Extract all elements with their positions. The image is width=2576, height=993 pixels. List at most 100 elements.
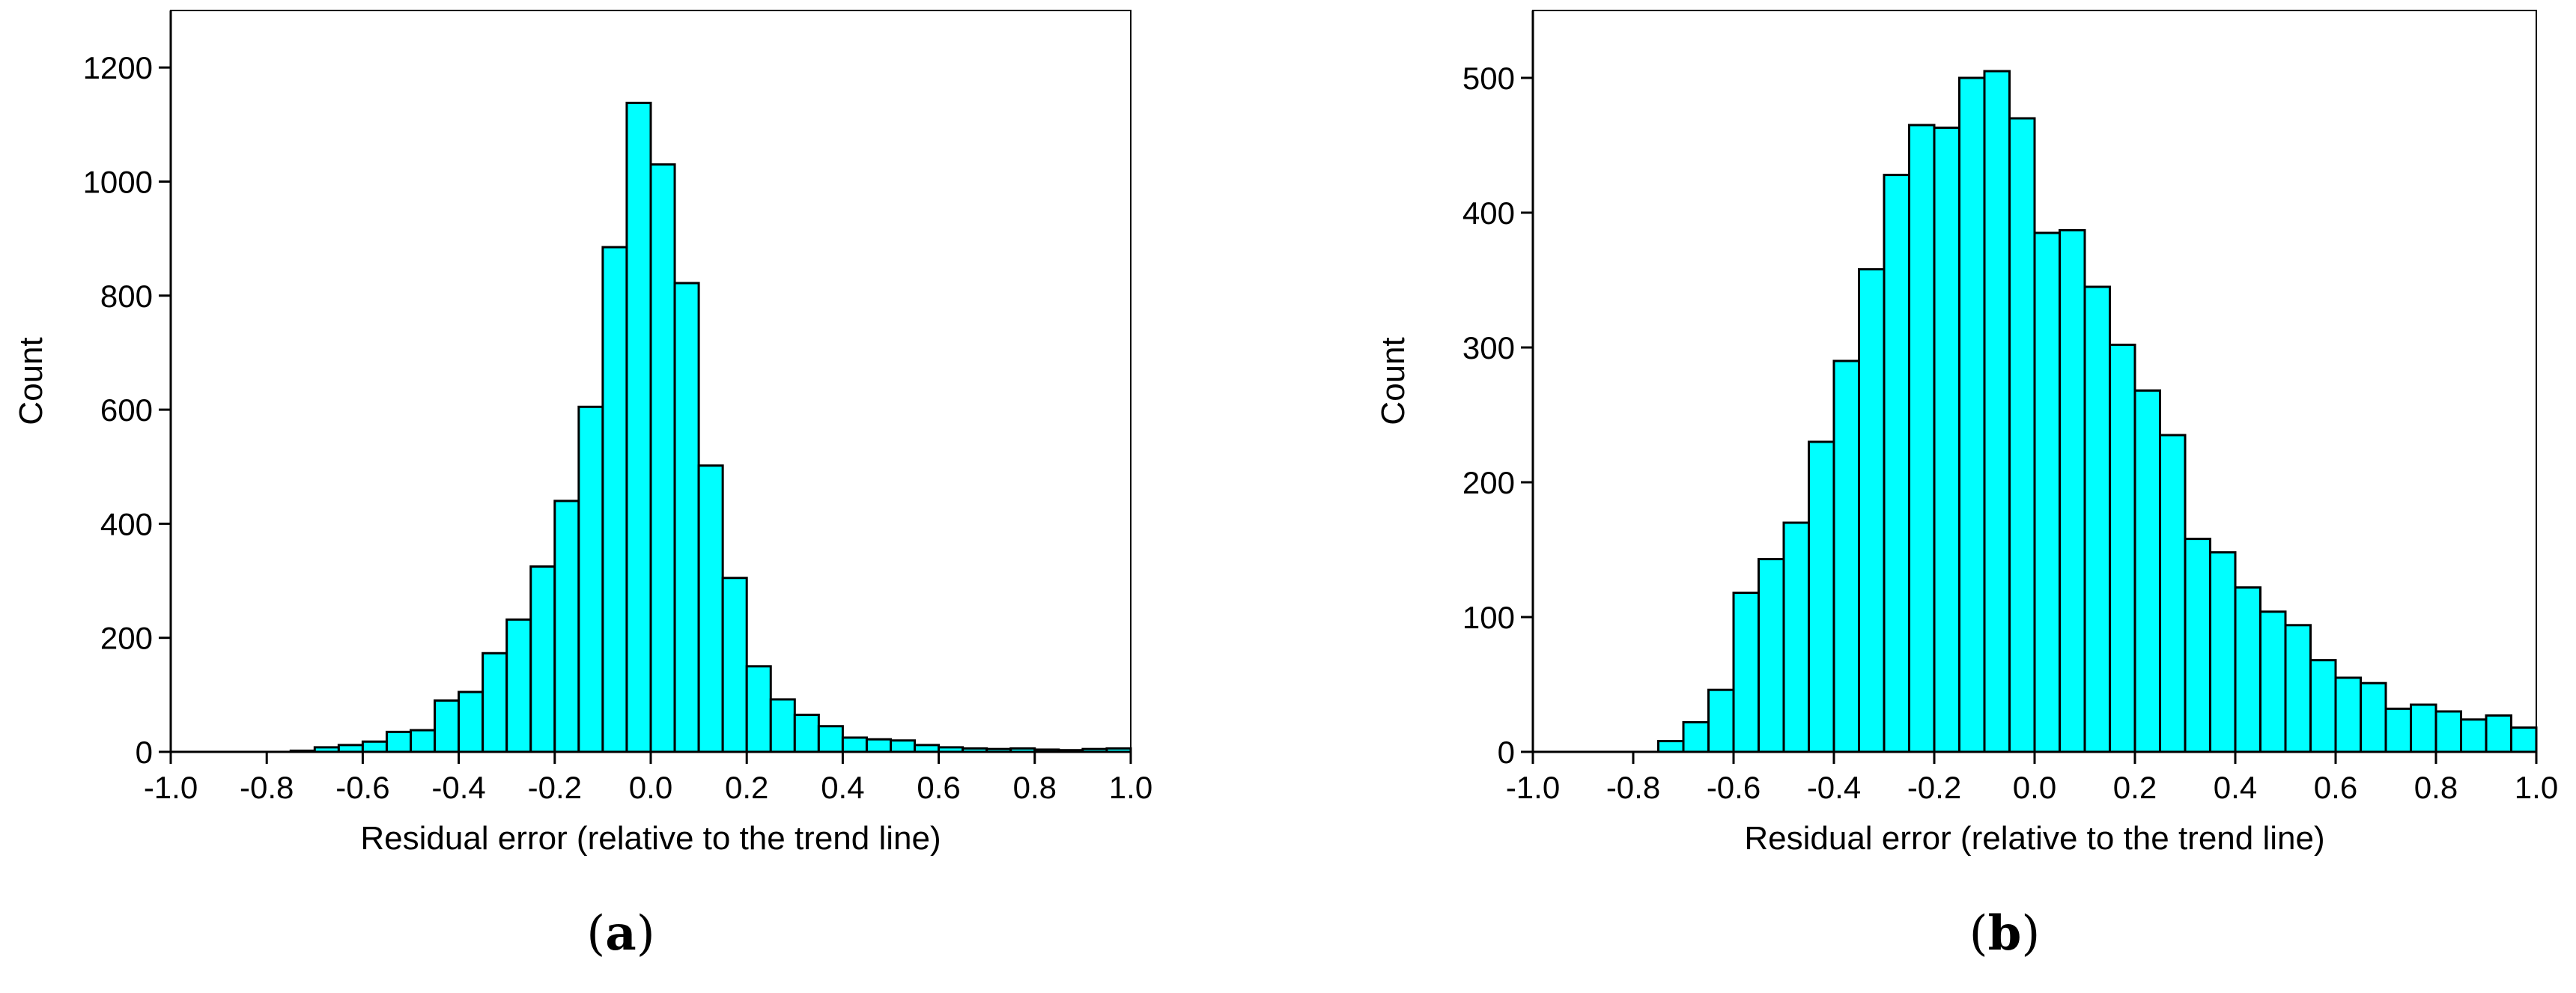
- histogram-bar: [2184, 538, 2211, 753]
- y-tick-label: 400: [1462, 195, 1515, 231]
- y-tick-label: 0: [136, 735, 153, 770]
- x-tick-label: -0.6: [1707, 770, 1761, 805]
- x-tick-label: 0.8: [1013, 770, 1057, 805]
- x-tick-label: 0.0: [2013, 770, 2056, 805]
- y-tick-label: 400: [100, 506, 153, 541]
- histogram-bar: [697, 464, 724, 753]
- histogram-bar: [865, 738, 892, 753]
- histogram-bar: [2284, 624, 2312, 753]
- histogram-bar: [2309, 659, 2337, 753]
- histogram-bar: [649, 163, 676, 753]
- x-tick-label: 0.4: [2214, 770, 2257, 805]
- histogram-bar: [529, 565, 556, 753]
- x-tick-label: -0.2: [1907, 770, 1961, 805]
- x-axis-title: Residual error (relative to the trend li…: [1744, 820, 2324, 857]
- panel-label: (b): [1969, 905, 2041, 962]
- y-tick-label: 500: [1462, 61, 1515, 96]
- panel-label: (a): [586, 905, 654, 962]
- histogram-bar: [1908, 124, 1936, 753]
- histogram-bar: [1983, 70, 2011, 753]
- y-tick-label: 100: [1462, 600, 1515, 635]
- y-tick-label: 1200: [83, 50, 153, 85]
- y-axis-title: Count: [1375, 337, 1412, 425]
- histogram-bar: [2008, 117, 2036, 753]
- histogram-bar: [2083, 285, 2111, 753]
- y-tick-label: 1000: [83, 164, 153, 199]
- histogram-bar: [1858, 268, 1886, 753]
- chart-panel-2: -1.0 -0.8 -0.6 -0.4 -0.2 0.0 0.2 0.4 0.6 0.8 1.0 0 1…: [1375, 10, 2558, 962]
- x-tick-label: 0.0: [629, 770, 672, 805]
- x-tick-label: -1.0: [144, 770, 198, 805]
- y-tick-label: 600: [100, 392, 153, 428]
- histogram-bar: [673, 282, 700, 753]
- histogram-bar: [2159, 434, 2187, 753]
- x-tick-label: -1.0: [1506, 770, 1560, 805]
- x-tick-label: -0.8: [1606, 770, 1660, 805]
- histogram-bar: [1657, 740, 1685, 753]
- histogram-bar: [2109, 343, 2136, 753]
- histogram-bar: [769, 698, 796, 753]
- histogram-bar: [577, 405, 604, 753]
- histogram-bar: [2410, 703, 2437, 753]
- histogram-bar: [2209, 551, 2237, 753]
- histogram-bar: [1682, 720, 1710, 753]
- x-tick-label: -0.4: [431, 770, 485, 805]
- histogram-bar: [721, 577, 748, 753]
- x-tick-label: 0.2: [725, 770, 768, 805]
- histogram-bar: [841, 736, 868, 753]
- histogram-bar: [1782, 521, 1810, 753]
- x-axis-title: Residual error (relative to the trend li…: [360, 820, 941, 857]
- x-tick-label: -0.8: [240, 770, 294, 805]
- histogram-bar: [385, 730, 413, 753]
- x-tick-label: 0.8: [2414, 770, 2458, 805]
- histogram-bar: [625, 101, 652, 753]
- histogram-bar: [2033, 231, 2061, 753]
- y-tick-label: 200: [100, 621, 153, 656]
- x-tick-label: 0.6: [2314, 770, 2357, 805]
- histogram-bar: [2510, 726, 2538, 753]
- histogram-bar: [601, 246, 628, 753]
- histogram-bar: [793, 714, 820, 753]
- histogram-bar: [1808, 440, 1835, 753]
- histogram-bar: [1933, 127, 1960, 753]
- histogram-bar: [410, 729, 437, 753]
- x-tick-label: 0.2: [2113, 770, 2157, 805]
- histogram-bar: [2334, 676, 2362, 753]
- x-tick-label: -0.4: [1807, 770, 1861, 805]
- histogram-bar: [1883, 174, 1910, 753]
- histogram-bar: [458, 690, 484, 753]
- histogram-bar: [553, 499, 580, 753]
- histogram-bar: [361, 740, 388, 753]
- x-tick-label: -0.6: [335, 770, 389, 805]
- x-tick-label: 1.0: [2515, 770, 2558, 805]
- histogram-bar: [2434, 710, 2462, 753]
- histogram-bar: [2384, 707, 2412, 753]
- histogram-bar: [2485, 714, 2512, 753]
- y-tick-label: 800: [100, 279, 153, 314]
- histogram-bar: [2360, 681, 2387, 753]
- histogram-bar: [1758, 558, 1785, 753]
- histogram-bar: [890, 739, 917, 753]
- histogram-bar: [1832, 359, 1860, 753]
- histogram-bar: [2460, 718, 2488, 753]
- histogram-bar: [1732, 592, 1760, 753]
- y-tick-label: 300: [1462, 330, 1515, 365]
- histogram-bar: [745, 665, 772, 753]
- histogram-bar: [1958, 76, 1986, 753]
- histogram-bar: [817, 725, 844, 753]
- histogram-bar: [482, 652, 508, 753]
- histogram-bar: [1707, 688, 1735, 753]
- chart-panel-1: -1.0 -0.8 -0.6 -0.4 -0.2 0.0 0.2 0.4 0.6 0.8 1.0 0 2…: [13, 10, 1152, 962]
- histogram-bar: [2133, 389, 2161, 753]
- y-axis-title: Count: [13, 337, 49, 425]
- x-tick-label: 0.6: [917, 770, 960, 805]
- x-tick-label: -0.2: [528, 770, 582, 805]
- y-tick-label: 200: [1462, 465, 1515, 500]
- histogram-bar: [2059, 228, 2086, 753]
- histogram-bar: [434, 699, 461, 753]
- histogram-bar: [505, 618, 532, 753]
- y-tick-label: 0: [1498, 735, 1515, 770]
- x-tick-label: 1.0: [1109, 770, 1152, 805]
- histogram-bar: [2234, 586, 2261, 753]
